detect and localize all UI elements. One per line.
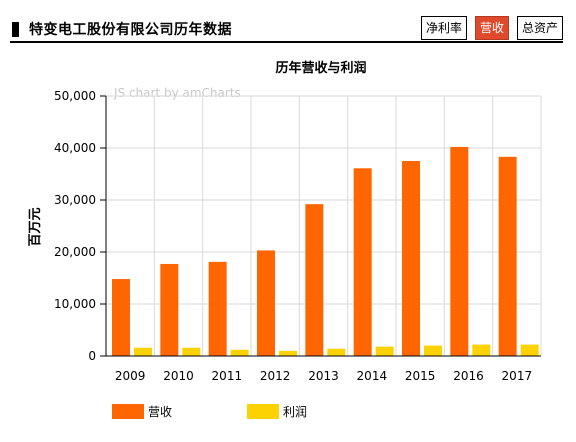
bar-revenue-2012 xyxy=(257,250,275,356)
x-tick-label: 2012 xyxy=(260,369,291,383)
legend: 营收 利润 xyxy=(112,403,382,420)
axes xyxy=(100,95,541,357)
bar-revenue-2011 xyxy=(208,261,227,356)
legend-swatch-profit xyxy=(247,404,279,419)
y-axis-label: 百万元 xyxy=(28,207,43,246)
x-tick-labels: 2009 2010 2011 2012 2013 2014 2015 2016 2017 xyxy=(115,369,532,383)
header: 特变电工股份有限公司历年数据 净利率 营收 总资产 xyxy=(0,0,576,43)
metric-tabs: 净利率 营收 总资产 xyxy=(420,16,563,40)
header-divider xyxy=(10,41,563,43)
x-tick-label: 2016 xyxy=(453,369,484,383)
bar-profit-2012 xyxy=(279,350,297,356)
x-tick-label: 2010 xyxy=(163,369,194,383)
title-marker xyxy=(12,22,19,37)
bar-revenue-2014 xyxy=(353,168,372,356)
bar-revenue-2009 xyxy=(112,279,130,356)
bar-profit-2009 xyxy=(134,347,152,356)
legend-label-profit: 利润 xyxy=(283,405,308,419)
bar-revenue-2016 xyxy=(450,146,469,356)
y-tick-label: 20,000 xyxy=(54,245,96,259)
bar-profit-2017 xyxy=(520,344,539,356)
bar-profit-2013 xyxy=(327,348,346,356)
legend-swatch-revenue xyxy=(112,404,144,419)
chart-title: 历年营收与利润 xyxy=(275,60,366,76)
bar-revenue-2015 xyxy=(402,161,420,356)
bar-profit-2010 xyxy=(182,347,201,356)
y-tick-label: 40,000 xyxy=(54,141,96,155)
y-tick-label: 30,000 xyxy=(54,193,96,207)
x-tick-label: 2013 xyxy=(308,369,339,383)
x-tick-label: 2014 xyxy=(357,369,388,383)
y-tick-label: 10,000 xyxy=(54,297,96,311)
x-tick-label: 2017 xyxy=(502,369,533,383)
bar-profit-2016 xyxy=(472,344,491,356)
tab-net-margin[interactable]: 净利率 xyxy=(420,16,467,40)
y-tick-label: 50,000 xyxy=(54,89,96,103)
x-tick-label: 2015 xyxy=(405,369,436,383)
tab-revenue[interactable]: 营收 xyxy=(474,16,509,40)
grid xyxy=(106,95,542,356)
page-title: 特变电工股份有限公司历年数据 xyxy=(29,22,232,38)
y-tick-label: 0 xyxy=(88,349,96,363)
bar-revenue-2010 xyxy=(160,263,179,356)
legend-item-profit[interactable]: 利润 xyxy=(247,403,382,420)
bar-revenue-2017 xyxy=(498,156,517,356)
bar-revenue-2013 xyxy=(305,204,324,356)
x-tick-label: 2009 xyxy=(115,369,146,383)
watermark-text: JS chart by amCharts xyxy=(113,86,241,100)
bar-profit-2015 xyxy=(424,345,442,356)
bar-profit-2014 xyxy=(375,346,394,356)
legend-label-revenue: 营收 xyxy=(148,405,173,419)
bars xyxy=(112,146,539,356)
x-tick-label: 2011 xyxy=(212,369,243,383)
legend-item-revenue[interactable]: 营收 xyxy=(112,403,247,420)
tab-total-assets[interactable]: 总资产 xyxy=(516,16,563,40)
y-tick-labels: 0 10,000 20,000 30,000 40,000 50,000 xyxy=(54,89,96,363)
bar-profit-2011 xyxy=(230,349,249,356)
